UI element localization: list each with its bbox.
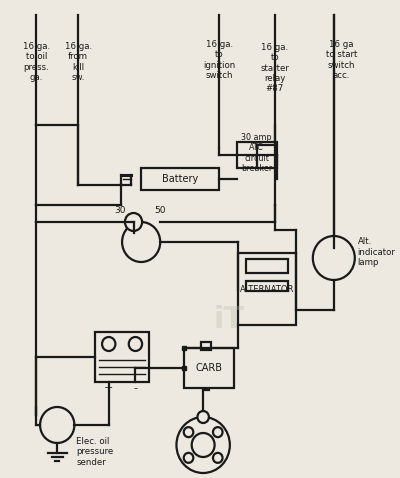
- Bar: [201, 342, 211, 350]
- Circle shape: [102, 337, 116, 351]
- Bar: [95, 332, 149, 382]
- Text: CARB: CARB: [195, 363, 222, 373]
- Text: 30 amp
ATC
circuit
breaker: 30 amp ATC circuit breaker: [241, 133, 272, 173]
- Text: iT: iT: [213, 305, 244, 335]
- Bar: [246, 259, 288, 273]
- Circle shape: [184, 427, 193, 437]
- Text: 16 ga
to start
switch
acc.: 16 ga to start switch acc.: [326, 40, 357, 80]
- Circle shape: [313, 236, 355, 280]
- Bar: [246, 281, 288, 291]
- Circle shape: [129, 337, 142, 351]
- Bar: [141, 168, 219, 190]
- Bar: [182, 366, 186, 370]
- Circle shape: [198, 411, 209, 423]
- Text: +: +: [104, 383, 114, 393]
- Text: 50: 50: [154, 206, 166, 215]
- Text: 16 ga.
to
ignition
switch: 16 ga. to ignition switch: [203, 40, 236, 80]
- Circle shape: [213, 427, 222, 437]
- Text: 16 ga.
to oil
press.
ga.: 16 ga. to oil press. ga.: [23, 42, 50, 82]
- Circle shape: [213, 453, 222, 463]
- Bar: [182, 346, 186, 350]
- Bar: [238, 253, 296, 325]
- Text: Elec. oil
pressure
sender: Elec. oil pressure sender: [76, 437, 114, 467]
- Text: 16 ga.
to
starter
relay
#87: 16 ga. to starter relay #87: [260, 43, 289, 93]
- Circle shape: [125, 213, 142, 231]
- Circle shape: [40, 407, 74, 443]
- Circle shape: [192, 433, 214, 457]
- Circle shape: [184, 453, 193, 463]
- Circle shape: [122, 222, 160, 262]
- Circle shape: [176, 417, 230, 473]
- Text: Alt.
indicator
lamp: Alt. indicator lamp: [358, 237, 396, 267]
- Text: 30: 30: [114, 206, 126, 215]
- Bar: [184, 348, 234, 388]
- Text: -: -: [134, 383, 138, 393]
- Text: Battery: Battery: [162, 174, 198, 184]
- Bar: [236, 142, 276, 168]
- Text: 16 ga.
from
kill
sw.: 16 ga. from kill sw.: [65, 42, 92, 82]
- Text: ALTERNATOR: ALTERNATOR: [240, 285, 294, 294]
